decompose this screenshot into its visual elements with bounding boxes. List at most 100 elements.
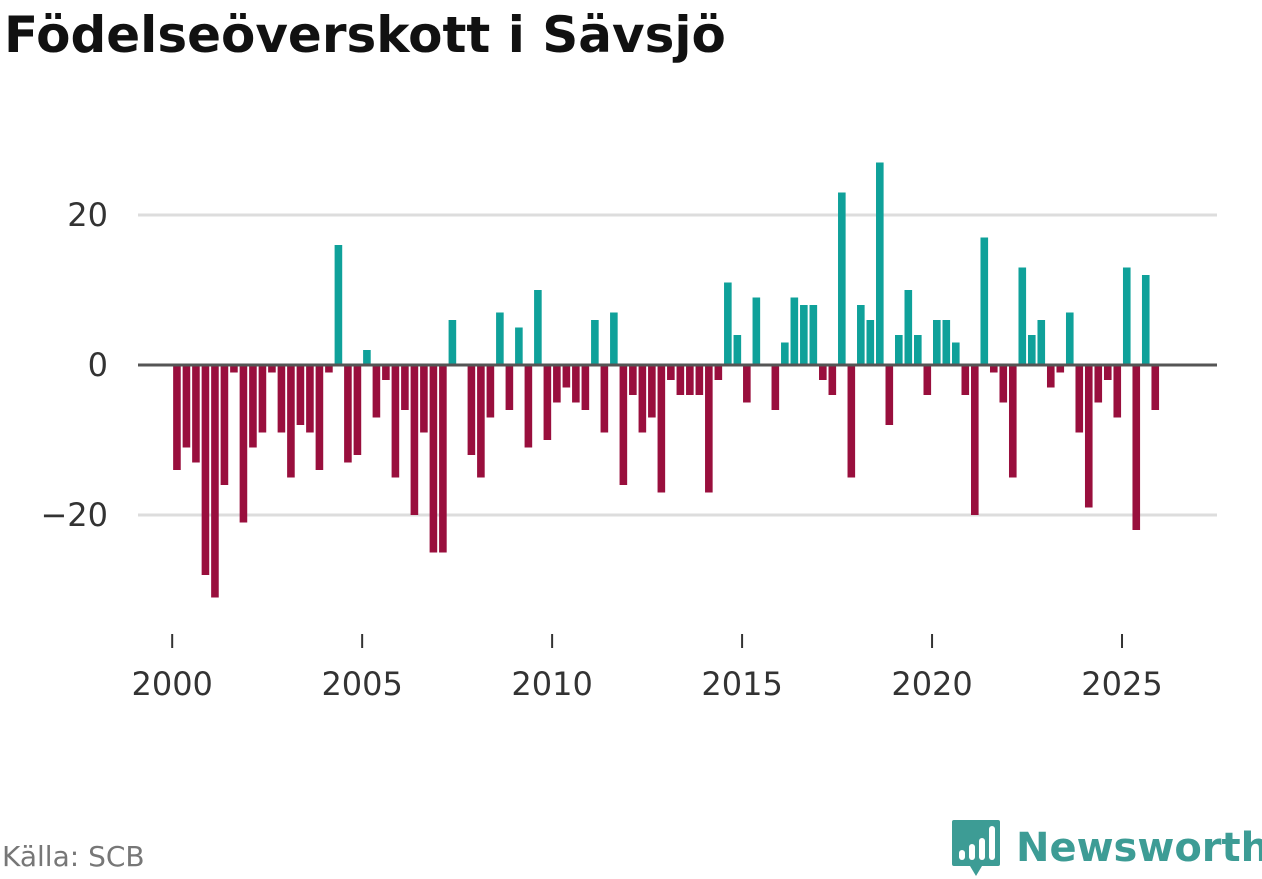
- bar[interactable]: [885, 365, 894, 425]
- bar[interactable]: [942, 320, 951, 365]
- bar[interactable]: [933, 320, 941, 365]
- bar[interactable]: [1018, 267, 1027, 366]
- bar[interactable]: [325, 365, 333, 373]
- bar[interactable]: [448, 320, 457, 365]
- bar[interactable]: [638, 365, 647, 433]
- bar[interactable]: [999, 365, 1008, 403]
- bar[interactable]: [866, 320, 875, 365]
- bar[interactable]: [382, 365, 390, 380]
- bar[interactable]: [1094, 365, 1103, 403]
- bar[interactable]: [1065, 312, 1074, 366]
- bar[interactable]: [296, 365, 305, 425]
- bar[interactable]: [989, 365, 998, 373]
- bar[interactable]: [553, 365, 561, 403]
- bar[interactable]: [629, 365, 637, 395]
- bar[interactable]: [1037, 320, 1046, 365]
- bar[interactable]: [648, 365, 656, 418]
- bar[interactable]: [771, 365, 780, 410]
- bar[interactable]: [467, 365, 476, 455]
- bar[interactable]: [391, 365, 400, 478]
- bar[interactable]: [173, 365, 181, 470]
- bar[interactable]: [657, 365, 666, 493]
- bar[interactable]: [315, 365, 324, 470]
- bar[interactable]: [182, 365, 191, 448]
- bar[interactable]: [695, 365, 704, 395]
- bar[interactable]: [600, 365, 609, 433]
- bar[interactable]: [220, 365, 229, 485]
- bar[interactable]: [1075, 365, 1084, 433]
- bar[interactable]: [1141, 275, 1150, 365]
- bar[interactable]: [724, 282, 732, 366]
- bar[interactable]: [372, 365, 381, 418]
- bar[interactable]: [980, 237, 989, 366]
- brand-logo[interactable]: Newsworthy: [950, 818, 1262, 878]
- bar[interactable]: [543, 365, 552, 440]
- bar[interactable]: [676, 365, 685, 395]
- bar[interactable]: [429, 365, 438, 553]
- bar[interactable]: [230, 365, 238, 373]
- bar[interactable]: [477, 365, 485, 478]
- bar[interactable]: [847, 365, 856, 478]
- bar[interactable]: [809, 305, 818, 365]
- bar[interactable]: [1084, 365, 1093, 508]
- bar[interactable]: [971, 365, 979, 515]
- bar[interactable]: [562, 365, 571, 388]
- bar[interactable]: [1056, 365, 1065, 373]
- bar[interactable]: [572, 365, 580, 403]
- bar[interactable]: [828, 365, 837, 395]
- bar[interactable]: [686, 365, 694, 395]
- bar[interactable]: [1008, 365, 1017, 478]
- bar[interactable]: [515, 327, 523, 366]
- bar[interactable]: [667, 365, 675, 380]
- bar[interactable]: [743, 365, 751, 403]
- bar[interactable]: [819, 365, 827, 380]
- bar[interactable]: [401, 365, 409, 410]
- bar[interactable]: [714, 365, 723, 380]
- bar[interactable]: [211, 365, 219, 598]
- bar[interactable]: [619, 365, 628, 485]
- bar[interactable]: [410, 365, 419, 515]
- bar[interactable]: [876, 162, 884, 366]
- bar[interactable]: [420, 365, 428, 433]
- bar[interactable]: [705, 365, 713, 493]
- bar[interactable]: [439, 365, 447, 553]
- bar[interactable]: [923, 365, 932, 395]
- bar[interactable]: [895, 335, 903, 365]
- bar[interactable]: [344, 365, 352, 463]
- bar[interactable]: [781, 342, 789, 366]
- bar[interactable]: [486, 365, 495, 418]
- bar[interactable]: [1132, 365, 1141, 530]
- bar[interactable]: [353, 365, 362, 455]
- bar[interactable]: [239, 365, 248, 523]
- bar[interactable]: [496, 312, 504, 366]
- bar[interactable]: [857, 305, 865, 365]
- bar[interactable]: [733, 335, 742, 365]
- bar[interactable]: [249, 365, 257, 448]
- bar[interactable]: [790, 297, 799, 366]
- bar[interactable]: [1122, 267, 1131, 366]
- bar[interactable]: [581, 365, 590, 410]
- bar[interactable]: [524, 365, 533, 448]
- bar[interactable]: [201, 365, 210, 575]
- bar[interactable]: [610, 312, 618, 366]
- bar[interactable]: [363, 350, 371, 365]
- bar[interactable]: [591, 320, 599, 365]
- bar[interactable]: [914, 335, 922, 365]
- bar[interactable]: [277, 365, 286, 433]
- bar[interactable]: [287, 365, 295, 478]
- bar[interactable]: [1046, 365, 1055, 388]
- bar[interactable]: [952, 342, 960, 366]
- bar[interactable]: [752, 297, 761, 366]
- bar[interactable]: [838, 192, 846, 366]
- bar[interactable]: [1113, 365, 1122, 418]
- bar[interactable]: [268, 365, 276, 373]
- bar[interactable]: [258, 365, 267, 433]
- bar[interactable]: [534, 290, 542, 365]
- bar[interactable]: [1027, 335, 1036, 365]
- bar[interactable]: [334, 245, 343, 365]
- bar[interactable]: [904, 290, 913, 365]
- bar[interactable]: [1151, 365, 1160, 410]
- bar[interactable]: [961, 365, 970, 395]
- bar[interactable]: [800, 305, 808, 365]
- bar[interactable]: [1103, 365, 1112, 380]
